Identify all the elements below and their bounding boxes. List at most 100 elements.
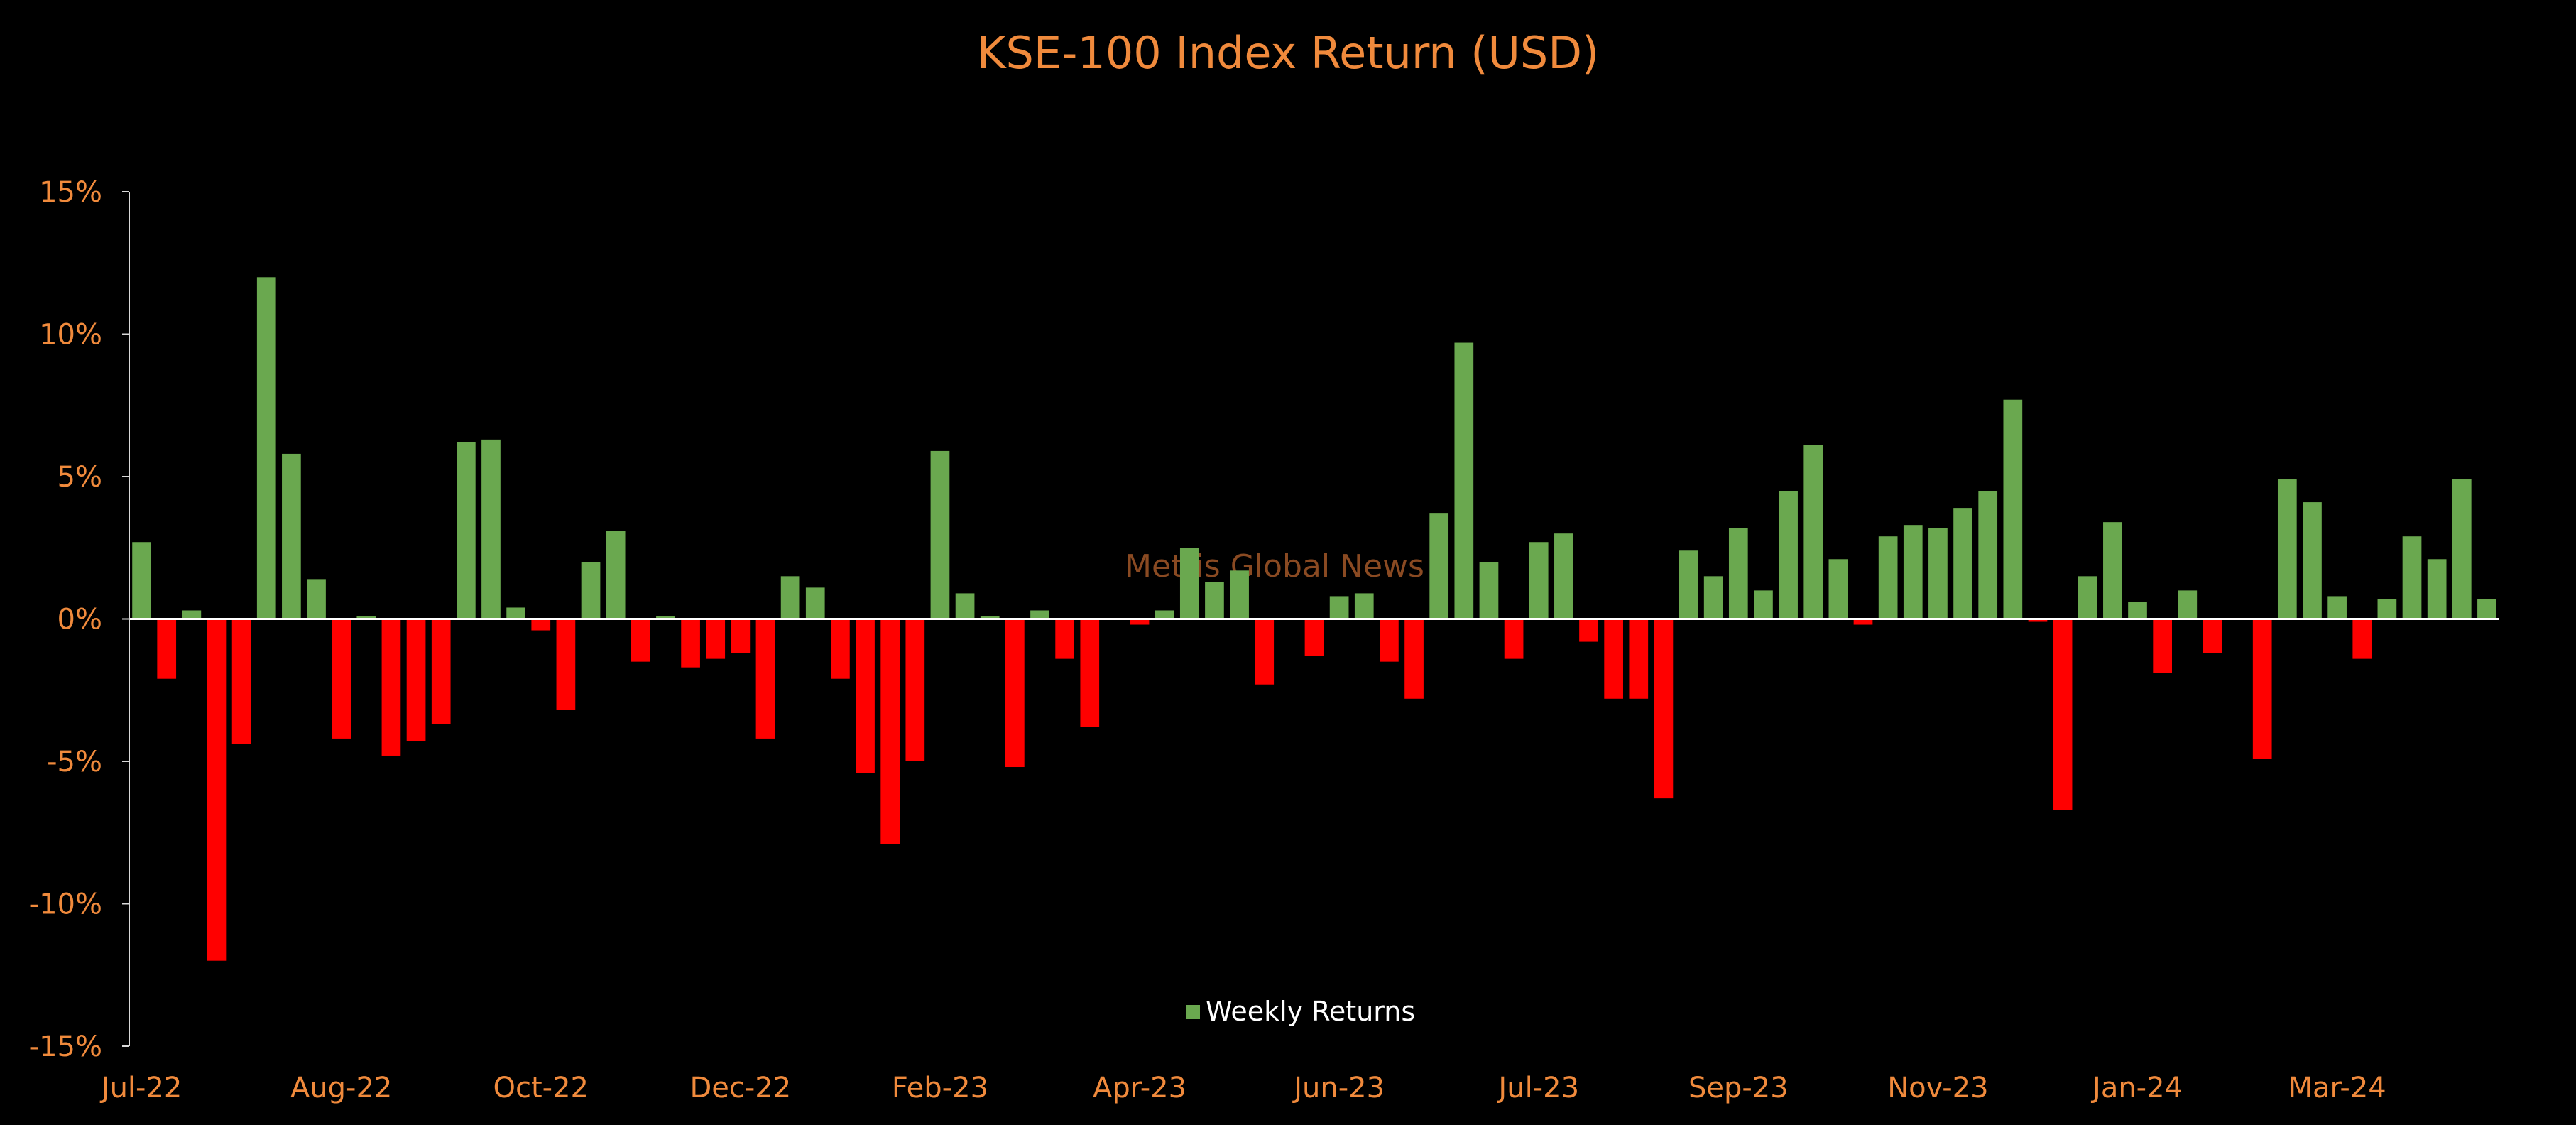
bar [182, 610, 202, 619]
bar [2103, 522, 2122, 619]
y-tick-label: -15% [29, 1031, 102, 1063]
x-tick-label: Feb-23 [892, 1072, 988, 1104]
y-tick-label: -5% [47, 746, 102, 778]
bar [1030, 610, 1049, 619]
bar [431, 619, 451, 724]
bar [856, 619, 875, 773]
bar [1529, 542, 1549, 619]
bar [2078, 576, 2097, 619]
bar [2427, 559, 2447, 619]
bar [207, 619, 227, 961]
bar [1230, 570, 1249, 619]
watermark: Mettis Global News [1125, 548, 1424, 585]
bar [1654, 619, 1674, 799]
bar [1903, 525, 1923, 619]
bar [1155, 610, 1174, 619]
bar [1579, 619, 1598, 642]
x-axis: Jul-22 Aug-22 Oct-22 Dec-22 Feb-23 Apr-23 Jun-… [99, 1072, 2386, 1104]
bar [1255, 619, 1275, 685]
bar [2452, 479, 2472, 619]
y-axis: 15% 10% 5% 0% -5% -10% -15% [29, 176, 130, 1063]
bar [1504, 619, 1524, 659]
legend: Weekly Returns [1186, 996, 1415, 1027]
bar [2252, 619, 2272, 759]
bar [332, 619, 351, 739]
bar [1754, 590, 1773, 619]
bar [2003, 399, 2023, 619]
bar [1554, 533, 1573, 619]
bar [930, 450, 950, 619]
bar [556, 619, 576, 710]
bar [1205, 582, 1224, 619]
bar [581, 562, 601, 619]
bar [1429, 513, 1449, 619]
bar [905, 619, 925, 761]
bar [2327, 596, 2347, 619]
bar [1130, 619, 1150, 625]
bar [1728, 528, 1748, 619]
x-tick-label: Mar-24 [2288, 1072, 2386, 1104]
bar [2203, 619, 2222, 653]
bar [656, 616, 675, 619]
bar [356, 616, 376, 619]
bar [231, 619, 251, 744]
bar [780, 576, 800, 619]
bar [1828, 559, 1848, 619]
bar [880, 619, 900, 844]
bar [506, 607, 525, 619]
bar [2277, 479, 2297, 619]
bar [1803, 445, 1823, 619]
bar [1928, 528, 1948, 619]
y-tick-label: -10% [29, 888, 102, 921]
bar [2053, 619, 2073, 810]
bar [805, 587, 825, 619]
bar [531, 619, 551, 631]
bar [1304, 619, 1324, 656]
bar [1629, 619, 1649, 699]
x-tick-label: Apr-23 [1093, 1072, 1186, 1104]
bar [457, 442, 476, 619]
bar [955, 593, 975, 619]
bar [1329, 596, 1349, 619]
bar [2128, 602, 2147, 619]
chart-title: KSE-100 Index Return (USD) [977, 27, 1599, 79]
bar [1953, 508, 1972, 619]
x-tick-label: Aug-22 [290, 1072, 392, 1104]
legend-label: Weekly Returns [1206, 996, 1415, 1027]
x-tick-label: Jul-22 [99, 1072, 182, 1104]
bar [1679, 550, 1698, 619]
bar [406, 619, 426, 741]
bar [282, 453, 301, 619]
bar [2028, 619, 2048, 622]
bars-layer [129, 277, 2499, 961]
y-tick-label: 10% [39, 319, 102, 352]
bar [2402, 536, 2422, 619]
bar [1779, 491, 1798, 619]
bar [2303, 502, 2322, 619]
y-tick-label: 0% [58, 604, 102, 636]
bar [307, 579, 326, 619]
y-tick-label: 5% [58, 461, 102, 494]
bar [2153, 619, 2172, 673]
bar [256, 277, 276, 619]
x-tick-label: Jan-24 [2090, 1072, 2183, 1104]
bar [2377, 599, 2397, 619]
y-tick-label: 15% [39, 176, 102, 209]
bar [731, 619, 751, 653]
bar [381, 619, 401, 756]
x-tick-label: Jun-23 [1292, 1072, 1385, 1104]
bar [1005, 619, 1025, 768]
bar [1479, 562, 1499, 619]
x-tick-label: Dec-22 [689, 1072, 791, 1104]
x-tick-label: Jul-23 [1496, 1072, 1579, 1104]
x-tick-label: Oct-22 [493, 1072, 589, 1104]
bar [1380, 619, 1399, 662]
x-tick-label: Nov-23 [1887, 1072, 1988, 1104]
bar [831, 619, 850, 679]
x-tick-label: Sep-23 [1688, 1072, 1789, 1104]
legend-swatch [1186, 1005, 1200, 1019]
bar [681, 619, 700, 668]
